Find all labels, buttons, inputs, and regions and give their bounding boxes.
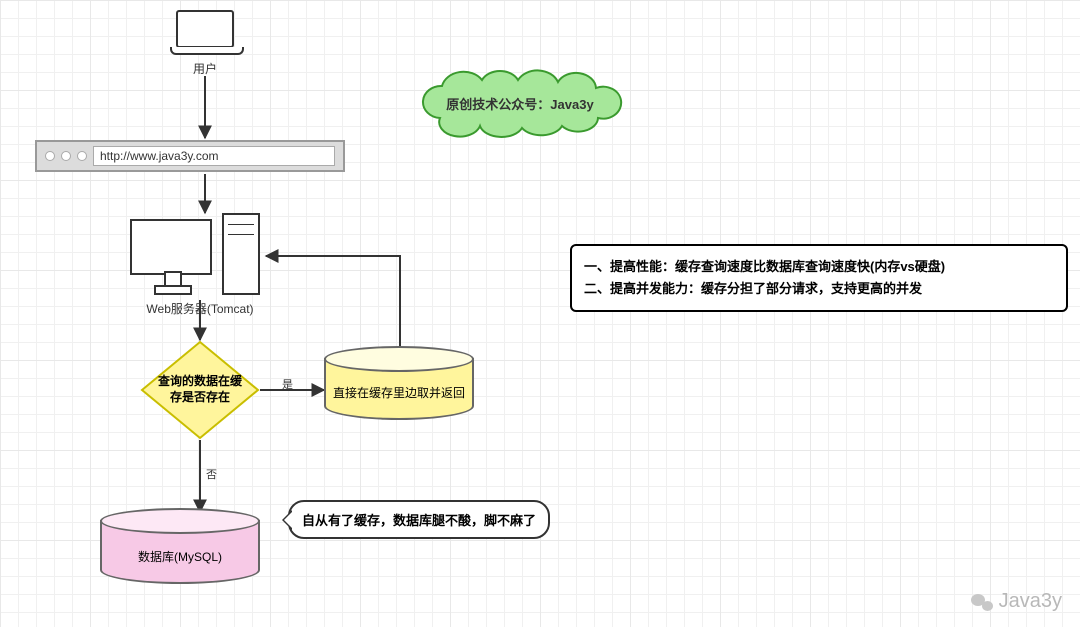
note-line2: 二、提高并发能力：缓存分担了部分请求，支持更高的并发: [584, 278, 1054, 300]
browser-dot: [61, 151, 71, 161]
watermark-text: Java3y: [999, 590, 1062, 613]
browser-dot: [77, 151, 87, 161]
cloud-text: 原创技术公众号：Java3y: [410, 68, 630, 138]
edge-label-no: 否: [206, 466, 217, 482]
note-box: 一、提高性能：缓存查询速度比数据库查询速度快(内存vs硬盘) 二、提高并发能力：…: [570, 244, 1068, 312]
note-line1: 一、提高性能：缓存查询速度比数据库查询速度快(内存vs硬盘): [584, 256, 1054, 278]
wechat-icon: [971, 591, 993, 613]
bubble-text: 自从有了缓存，数据库腿不酸，脚不麻了: [302, 513, 536, 528]
watermark: Java3y: [971, 590, 1062, 613]
edge-label-yes: 是: [282, 376, 293, 392]
decision-node: 查询的数据在缓存是否存在: [140, 340, 260, 440]
user-node: [170, 10, 240, 60]
browser-url: http://www.java3y.com: [93, 146, 335, 166]
webserver-label: Web服务器(Tomcat): [110, 300, 290, 317]
cloud-badge: 原创技术公众号：Java3y: [410, 68, 630, 138]
cache-node: 直接在缓存里边取并返回: [324, 358, 474, 420]
webserver-node: [130, 213, 260, 293]
db-node: 数据库(MySQL): [100, 520, 260, 584]
decision-text: 查询的数据在缓存是否存在: [140, 340, 260, 440]
cache-text: 直接在缓存里边取并返回: [324, 384, 474, 401]
user-label: 用户: [170, 60, 240, 77]
browser-node: http://www.java3y.com: [35, 140, 345, 172]
speech-bubble: 自从有了缓存，数据库腿不酸，脚不麻了: [288, 500, 550, 539]
browser-dot: [45, 151, 55, 161]
db-text: 数据库(MySQL): [100, 548, 260, 565]
